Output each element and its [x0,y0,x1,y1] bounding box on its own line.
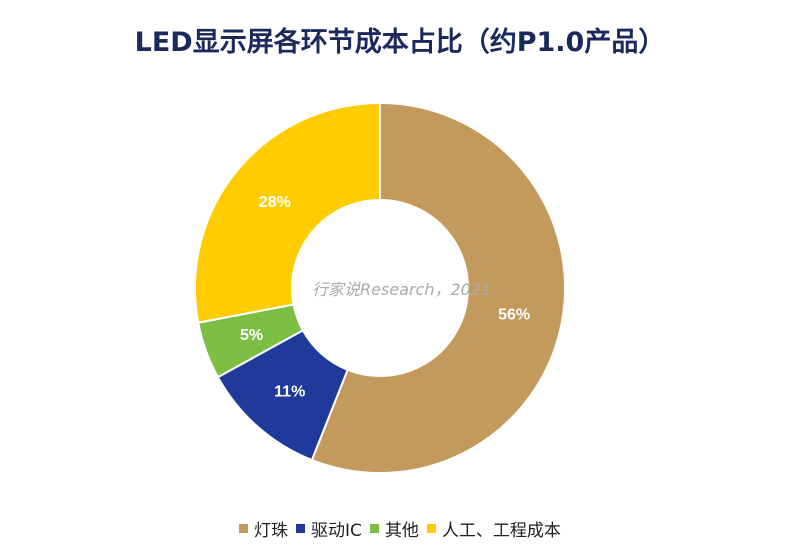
legend-label: 其他 [384,521,419,541]
data-label: 5% [240,327,263,344]
data-label: 56% [498,307,530,324]
legend-item: 驱动IC [296,516,362,541]
donut-slice-3 [194,101,381,324]
legend-item: 人工、工程成本 [426,516,561,541]
legend-swatch [426,524,436,533]
legend-label: 驱动IC [311,521,362,541]
legend-swatch [369,524,379,533]
legend-label: 人工、工程成本 [441,521,561,541]
data-label: 28% [259,194,291,211]
legend-item: 灯珠 [239,516,288,541]
legend: 灯珠 驱动IC 其他 人工、工程成本 [0,516,800,541]
legend-swatch [296,524,306,533]
legend-swatch [239,524,249,533]
data-label: 11% [274,383,305,400]
watermark: 行家说Research，2021 [312,280,492,299]
chart-title: LED显示屏各环节成本占比（约P1.0产品） [134,27,666,58]
legend-label: 灯珠 [254,521,289,541]
legend-item: 其他 [369,516,419,541]
donut-slice-0 [310,101,566,474]
